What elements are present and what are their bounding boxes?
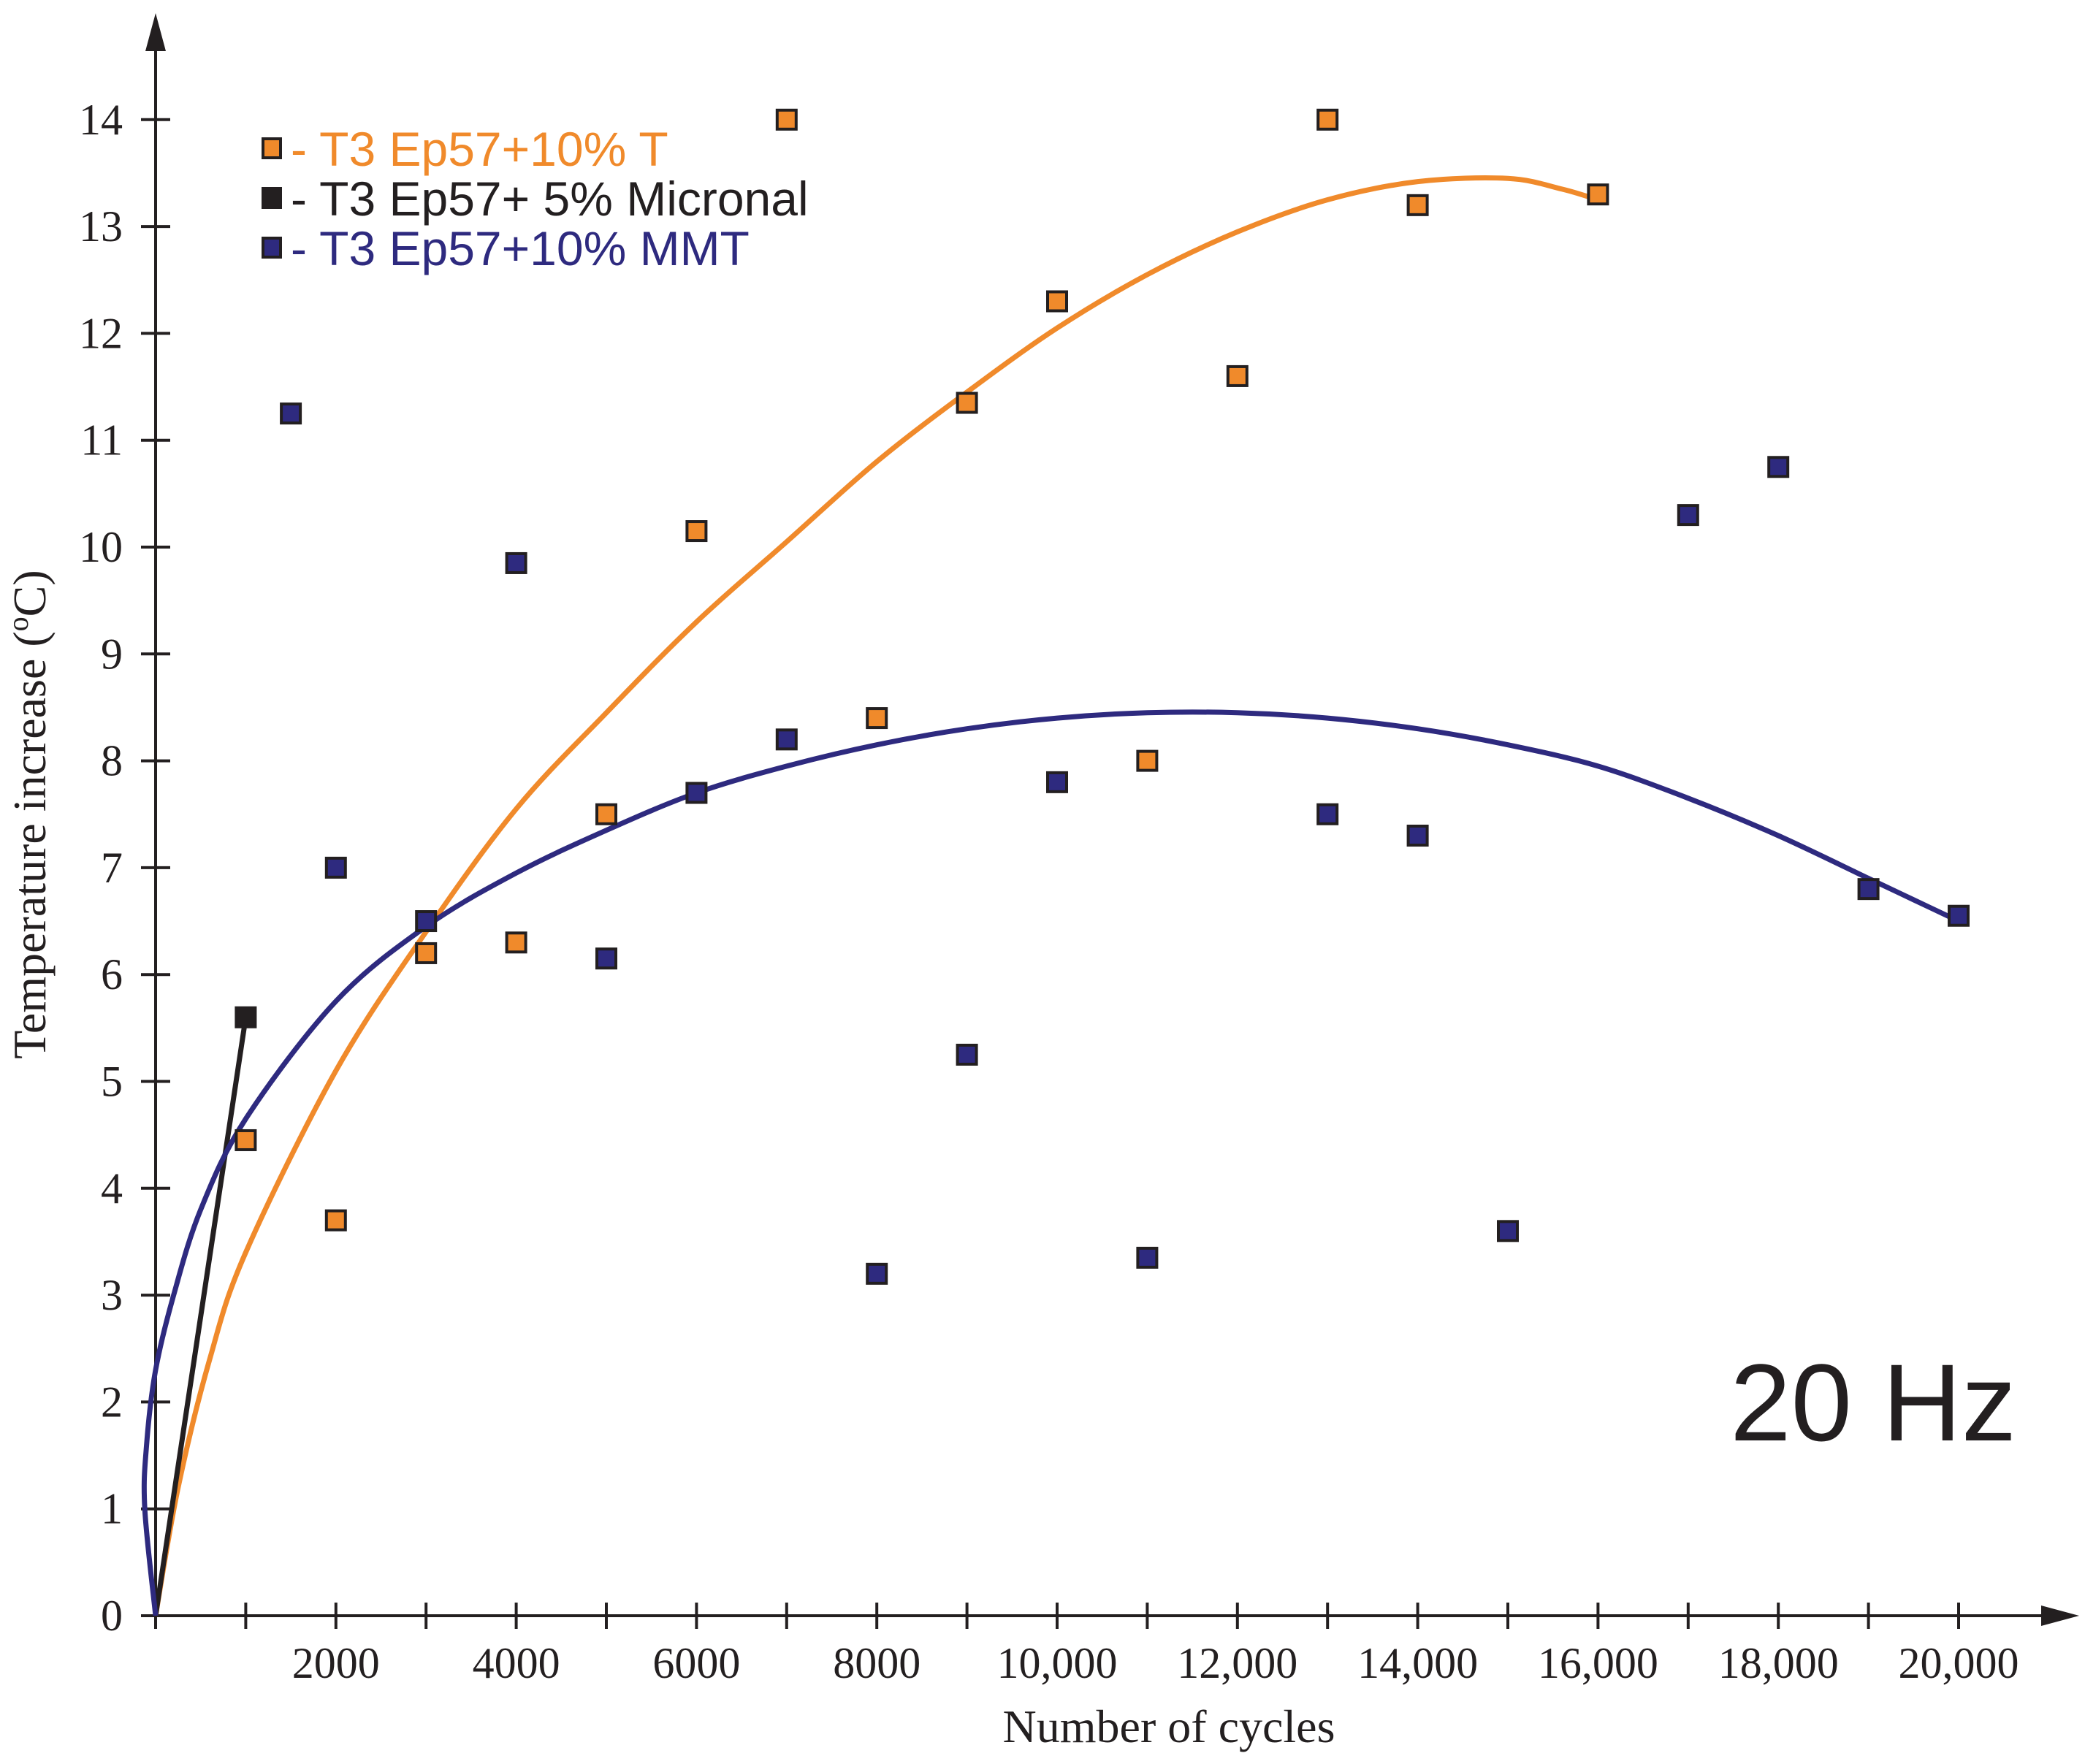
data-point-marker bbox=[1136, 1246, 1159, 1269]
y-tick-label: 11 bbox=[80, 416, 123, 465]
legend-label: - T3 Ep57+10% T bbox=[291, 122, 668, 176]
trend-lines bbox=[141, 175, 1960, 1616]
data-point-marker bbox=[866, 707, 888, 730]
y-axis-title-sup: o bbox=[1, 616, 34, 631]
legend-swatch-icon bbox=[262, 187, 282, 209]
x-tick-label: 8000 bbox=[833, 1639, 920, 1687]
data-point-marker bbox=[1316, 108, 1339, 131]
data-point-marker bbox=[1857, 878, 1880, 901]
data-point-marker bbox=[235, 1006, 257, 1028]
data-point-marker bbox=[1406, 825, 1429, 847]
y-tick-label: 0 bbox=[101, 1592, 123, 1640]
legend-swatch-icon bbox=[262, 137, 282, 159]
y-axis-arrow-icon bbox=[145, 13, 166, 51]
y-tick-label: 5 bbox=[101, 1058, 123, 1106]
data-point-marker bbox=[1497, 1220, 1519, 1242]
data-point-marker bbox=[685, 782, 708, 804]
y-tick-label: 9 bbox=[101, 630, 123, 678]
x-tick-label: 18,000 bbox=[1718, 1639, 1839, 1687]
x-tick-label: 10,000 bbox=[997, 1639, 1118, 1687]
y-axis-title-end: C) bbox=[4, 570, 56, 616]
x-tick-label: 4000 bbox=[473, 1639, 560, 1687]
data-point-marker bbox=[1316, 803, 1339, 825]
data-point-marker bbox=[1587, 183, 1609, 206]
data-point-marker bbox=[1226, 364, 1249, 387]
legend: - T3 Ep57+10% T- T3 Ep57+ 5% Micronal- T… bbox=[262, 122, 809, 275]
trend-line-0 bbox=[153, 175, 1599, 1616]
y-tick-label: 3 bbox=[101, 1271, 123, 1319]
data-point-marker bbox=[415, 910, 438, 933]
data-point-marker bbox=[775, 108, 798, 131]
data-point-marker bbox=[595, 803, 617, 825]
y-axis-title: Temperature increase (oC) bbox=[1, 570, 56, 1058]
x-tick-label: 14,000 bbox=[1357, 1639, 1478, 1687]
data-point-marker bbox=[685, 520, 708, 543]
data-point-marker bbox=[1136, 749, 1159, 772]
y-tick-label: 13 bbox=[79, 202, 123, 251]
x-axis-arrow-icon bbox=[2041, 1605, 2079, 1626]
y-tick-label: 10 bbox=[79, 523, 123, 571]
data-point-marker bbox=[324, 856, 347, 879]
x-tick-label: 20,000 bbox=[1899, 1639, 2019, 1687]
data-point-marker bbox=[415, 942, 438, 964]
data-point-marker bbox=[1677, 504, 1699, 527]
data-point-marker bbox=[775, 728, 798, 751]
data-point-marker bbox=[956, 1043, 978, 1066]
data-point-marker bbox=[235, 1129, 257, 1151]
data-point-marker bbox=[280, 402, 302, 425]
frequency-annotation: 20 Hz bbox=[1730, 1341, 2016, 1464]
data-point-marker bbox=[1948, 904, 1970, 927]
x-tick-label: 2000 bbox=[292, 1639, 380, 1687]
data-point-marker bbox=[505, 931, 527, 954]
data-markers bbox=[235, 108, 1970, 1285]
y-tick-label: 1 bbox=[101, 1485, 123, 1533]
data-point-marker bbox=[595, 947, 617, 970]
legend-label: - T3 Ep57+10% MMT bbox=[291, 221, 750, 275]
data-point-marker bbox=[324, 1209, 347, 1232]
data-point-marker bbox=[1406, 194, 1429, 216]
x-tick-label: 6000 bbox=[652, 1639, 740, 1687]
y-tick-label: 6 bbox=[101, 950, 123, 999]
x-tick-label: 16,000 bbox=[1538, 1639, 1658, 1687]
data-point-marker bbox=[1046, 771, 1068, 793]
axis-ticks: 2000 4000 6000 8000 10,000 12,000 14,000 16,000… bbox=[79, 96, 2019, 1687]
data-point-marker bbox=[1767, 456, 1790, 478]
y-axis-title-main: Temperature increase ( bbox=[4, 631, 56, 1058]
y-tick-label: 14 bbox=[79, 96, 123, 144]
legend-label: - T3 Ep57+ 5% Micronal bbox=[291, 172, 809, 226]
y-tick-label: 4 bbox=[101, 1164, 123, 1213]
x-tick-label: 12,000 bbox=[1177, 1639, 1297, 1687]
y-tick-label: 7 bbox=[101, 844, 123, 892]
data-point-marker bbox=[505, 551, 527, 574]
y-tick-label: 2 bbox=[101, 1378, 123, 1426]
x-axis-title: Number of cycles bbox=[1003, 1700, 1335, 1752]
legend-swatch-icon bbox=[262, 237, 282, 259]
trend-line-1 bbox=[153, 1017, 248, 1616]
trend-line-2 bbox=[141, 709, 1960, 1616]
data-point-marker bbox=[956, 392, 978, 414]
data-point-marker bbox=[866, 1262, 888, 1285]
y-tick-label: 12 bbox=[79, 309, 123, 357]
data-point-marker bbox=[1046, 290, 1068, 313]
y-tick-label: 8 bbox=[101, 737, 123, 785]
